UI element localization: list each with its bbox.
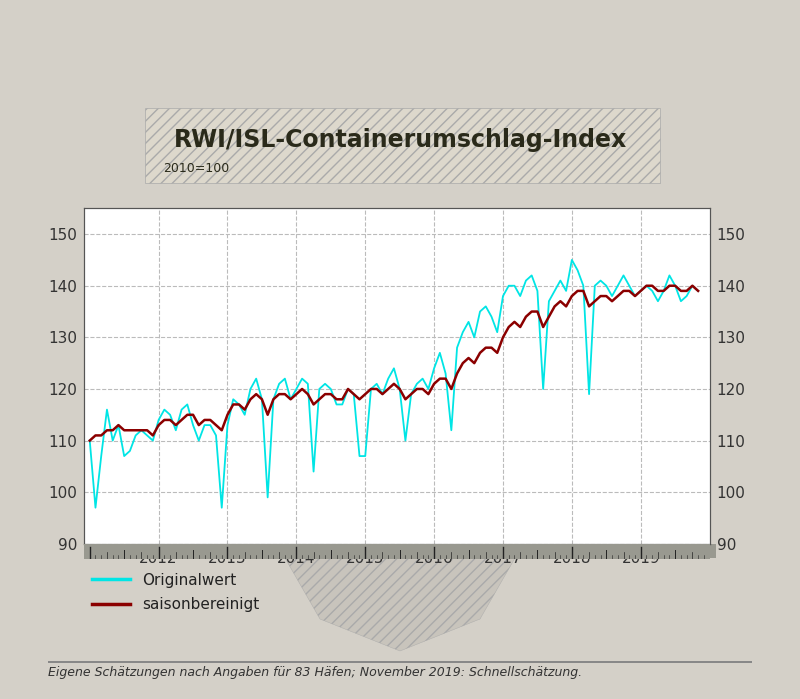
Bar — [84, 195, 716, 209]
Bar — [130, 108, 670, 183]
Polygon shape — [285, 558, 515, 651]
Text: RWI/ISL-Containerumschlag-Index: RWI/ISL-Containerumschlag-Index — [174, 127, 626, 152]
Polygon shape — [84, 558, 716, 667]
Bar — [185, 53, 615, 108]
Text: Eigene Schätzungen nach Angaben für 83 Häfen; November 2019: Schnellschätzung.: Eigene Schätzungen nach Angaben für 83 H… — [48, 666, 582, 679]
Text: 2010=100: 2010=100 — [163, 162, 230, 175]
Bar — [145, 108, 660, 183]
Bar — [84, 544, 716, 558]
Legend: Originalwert, saisonbereinigt: Originalwert, saisonbereinigt — [92, 572, 259, 612]
Bar — [50, 183, 750, 195]
Bar — [84, 544, 716, 558]
Bar — [270, 5, 530, 53]
